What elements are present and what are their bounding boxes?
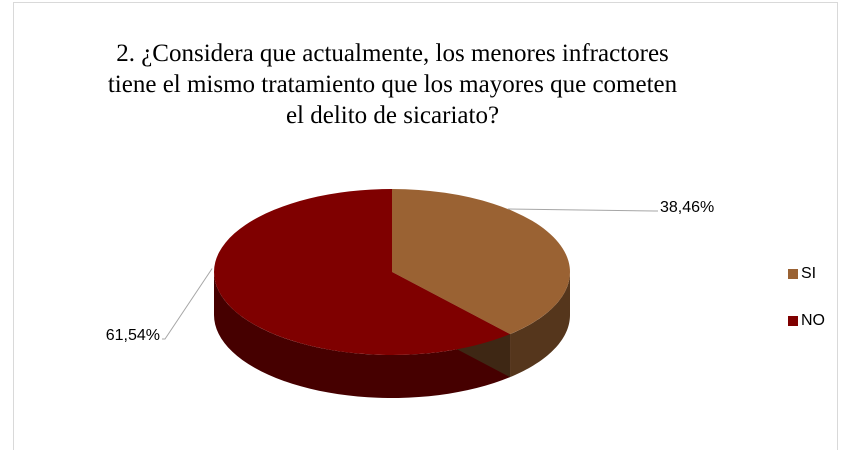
pie-slice — [392, 189, 570, 335]
legend-label: SI — [801, 265, 816, 282]
pie-side — [510, 272, 570, 378]
chart-title: 2. ¿Considera que actualmente, los menor… — [107, 40, 678, 129]
data-label: 38,46% — [660, 199, 714, 216]
legend-swatch — [788, 269, 798, 279]
legend-swatch — [788, 316, 798, 326]
legend-label: NO — [801, 312, 825, 329]
pie-slice — [213, 188, 511, 355]
leader-line — [507, 208, 658, 212]
leader-line — [162, 268, 213, 340]
pie-side — [214, 272, 511, 398]
data-label: 61,54% — [106, 327, 160, 344]
